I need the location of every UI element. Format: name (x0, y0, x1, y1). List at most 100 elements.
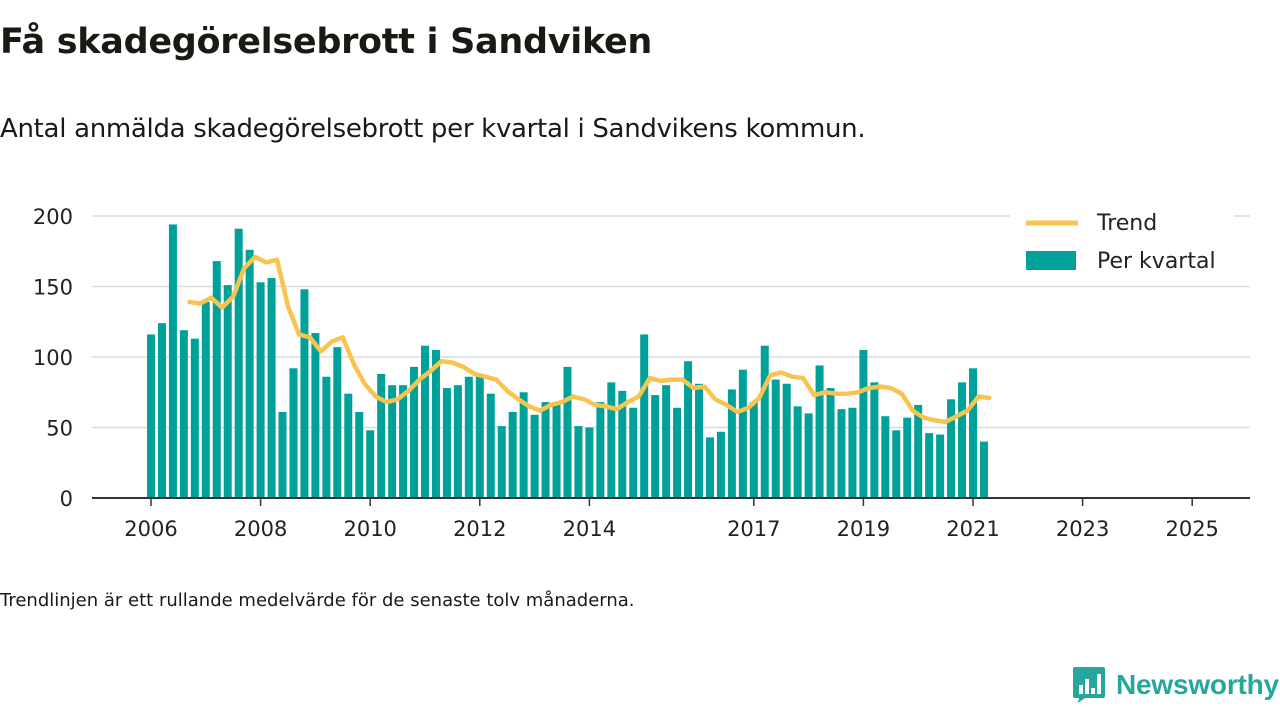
bar (903, 417, 912, 498)
x-tick-label: 2008 (234, 517, 287, 541)
bar (936, 434, 945, 498)
legend: Trend Per kvartal (1010, 206, 1234, 282)
bar (201, 302, 210, 498)
bar (684, 361, 693, 498)
bar (333, 347, 342, 498)
bar (453, 385, 462, 498)
bar (223, 285, 232, 498)
x-tick-label: 2021 (946, 517, 999, 541)
bar (651, 395, 660, 498)
bar (278, 411, 287, 498)
newsworthy-logo-icon (1073, 667, 1105, 703)
y-tick-label: 200 (33, 205, 73, 229)
bar (738, 369, 747, 498)
bar (815, 365, 824, 498)
footnote: Trendlinjen är ett rullande medelvärde f… (0, 590, 635, 611)
bar (388, 385, 397, 498)
bar (519, 392, 528, 498)
y-axis: 0 50 100 150 200 (33, 205, 73, 511)
y-tick-label: 150 (33, 276, 73, 300)
bar (673, 407, 682, 498)
bar (870, 382, 879, 498)
bar (508, 411, 517, 498)
bar (190, 338, 199, 498)
bar (782, 383, 791, 498)
trend-line (187, 254, 992, 425)
chart-subtitle: Antal anmälda skadegörelsebrott per kvar… (0, 114, 866, 144)
bar (377, 373, 386, 498)
bar (596, 402, 605, 498)
x-tick-label: 2019 (837, 517, 890, 541)
bar (859, 349, 868, 498)
legend-bars-label: Per kvartal (1097, 249, 1216, 274)
chart-title: Få skadegörelsebrott i Sandviken (0, 22, 653, 62)
bar (585, 427, 594, 498)
bar (344, 393, 353, 498)
bar (848, 407, 857, 498)
bar (421, 345, 429, 498)
bar (431, 349, 440, 498)
bar (366, 430, 375, 498)
bar (245, 249, 254, 498)
y-tick-label: 50 (46, 417, 73, 441)
legend-bars-swatch (1026, 251, 1076, 270)
bar (771, 379, 780, 498)
bars-series (147, 224, 988, 498)
x-tick-label: 2017 (727, 517, 780, 541)
legend-trend-label: Trend (1096, 211, 1157, 236)
bar (629, 407, 638, 498)
bar (300, 289, 309, 498)
y-tick-label: 100 (33, 346, 73, 370)
bar (914, 404, 923, 498)
bar (212, 261, 221, 498)
bar (289, 368, 298, 498)
bar (355, 411, 364, 498)
bar (727, 389, 736, 498)
x-axis: 2006 2008 2010 2012 2014 2017 2019 2021 2023 2025 (92, 497, 1250, 541)
bar (179, 330, 188, 498)
bar (793, 406, 802, 498)
bar (716, 431, 725, 498)
bar (607, 382, 616, 498)
bar (892, 430, 901, 498)
bar (837, 409, 846, 498)
x-tick-label: 2012 (453, 517, 506, 541)
bar (410, 366, 419, 498)
bar (541, 402, 550, 498)
brand-name: Newsworthy (1116, 669, 1279, 700)
bar (574, 426, 583, 498)
bar (749, 402, 758, 498)
bar (760, 345, 769, 498)
y-tick-label: 0 (60, 487, 73, 511)
brand-logo: Newsworthy (1072, 666, 1279, 704)
bar (497, 426, 506, 498)
bar (925, 433, 934, 498)
bar (695, 383, 703, 498)
bar (267, 278, 276, 498)
bar-chart: 0 50 100 150 200 2006 2008 2010 2012 2014 2017 201… (33, 205, 1250, 541)
bar (475, 373, 484, 498)
bar (969, 368, 977, 498)
bar (552, 402, 561, 498)
bar (826, 388, 835, 498)
x-tick-label: 2023 (1056, 517, 1109, 541)
bar (881, 416, 890, 498)
bar (399, 385, 408, 498)
bar (322, 376, 331, 498)
bar (311, 333, 320, 498)
bar (256, 282, 265, 498)
x-tick-label: 2014 (563, 517, 616, 541)
bar (464, 376, 473, 498)
x-tick-label: 2025 (1165, 517, 1218, 541)
x-tick-label: 2010 (343, 517, 396, 541)
bar (947, 399, 956, 498)
bar (958, 382, 967, 498)
bar (486, 393, 495, 498)
bar (168, 224, 177, 498)
bar (563, 366, 572, 498)
trend-series (187, 254, 992, 425)
bar (804, 413, 813, 498)
bar (234, 228, 243, 498)
bar (662, 385, 671, 498)
bar (147, 334, 155, 498)
